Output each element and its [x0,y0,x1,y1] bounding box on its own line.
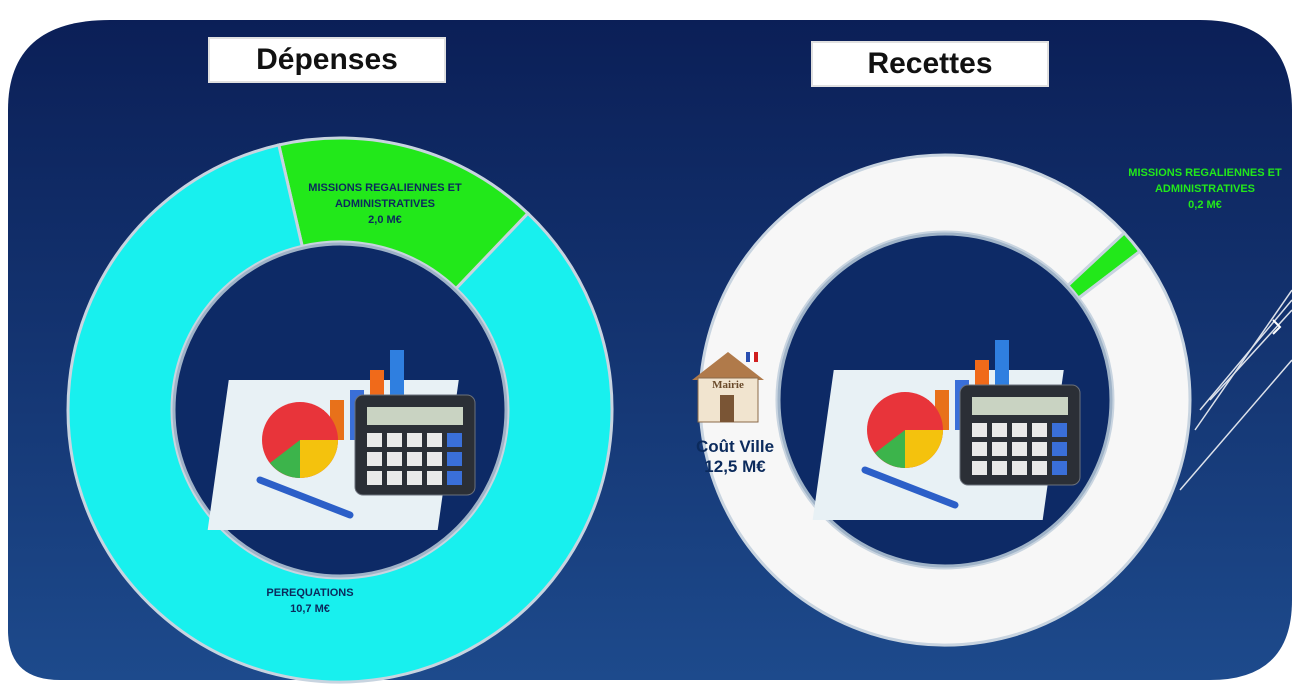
slice-value: 12,5 M€ [704,457,766,476]
slice-value: 0,2 M€ [1188,199,1222,211]
finance-icon [812,340,1081,520]
slice-value: 2,0 M€ [368,214,402,226]
calc-key [447,452,462,466]
calc-key [1052,461,1067,475]
pie-icon-part [300,440,338,478]
slice-label: PEREQUATIONS 10,7 M€ [240,585,380,617]
calc-key [367,433,382,447]
slice-name: MISSIONS REGALIENNES ET ADMINISTRATIVES [308,182,462,210]
calc-key [387,471,402,485]
house-label: Mairie [712,379,744,391]
slice-value: 10,7 M€ [290,603,330,615]
pen [861,466,959,509]
calc-key [427,433,442,447]
calc-key [427,471,442,485]
arrow [1272,319,1282,335]
calc-key [1012,442,1027,456]
calc-key [427,452,442,466]
calc-key [367,471,382,485]
house-icon: Mairie [692,352,764,423]
calc-key [972,442,987,456]
slice-label: MISSIONS REGALIENNES ET ADMINISTRATIVES 2… [300,180,470,228]
calc-key [1012,461,1027,475]
calc-key [387,452,402,466]
slice-name: PEREQUATIONS [266,587,354,599]
calc-key [447,471,462,485]
chart-title: Recettes [811,41,1049,87]
calc-key [387,433,402,447]
donut-slice [66,143,614,684]
finance-icon [207,350,476,530]
calc-key [1012,423,1027,437]
calc-key [1032,423,1047,437]
pen [256,476,354,519]
calc-key [992,461,1007,475]
calc-screen [972,397,1068,415]
calc-key [1032,442,1047,456]
pie-icon-part [270,440,300,478]
pie-icon-part [905,430,943,468]
slice-label: MISSIONS REGALIENNES ET ADMINISTRATIVES 0… [1120,165,1290,213]
calc-key [407,433,422,447]
slice-label: Coût Ville 12,5 M€ [680,437,790,477]
calc-key [407,452,422,466]
calc-key [407,471,422,485]
calc-key [447,433,462,447]
pie-icon-part [875,430,905,468]
calc-key [992,442,1007,456]
slice-name: MISSIONS REGALIENNES ET ADMINISTRATIVES [1128,167,1282,195]
calc-key [992,423,1007,437]
calc-key [367,452,382,466]
slice-name: Coût Ville [695,437,775,456]
donut-slice [698,153,1192,647]
calc-key [1052,442,1067,456]
calc-key [972,461,987,475]
calc-key [1032,461,1047,475]
chart-title: Dépenses [208,37,446,83]
calc-key [1052,423,1067,437]
calc-screen [367,407,463,425]
calc-key [972,423,987,437]
